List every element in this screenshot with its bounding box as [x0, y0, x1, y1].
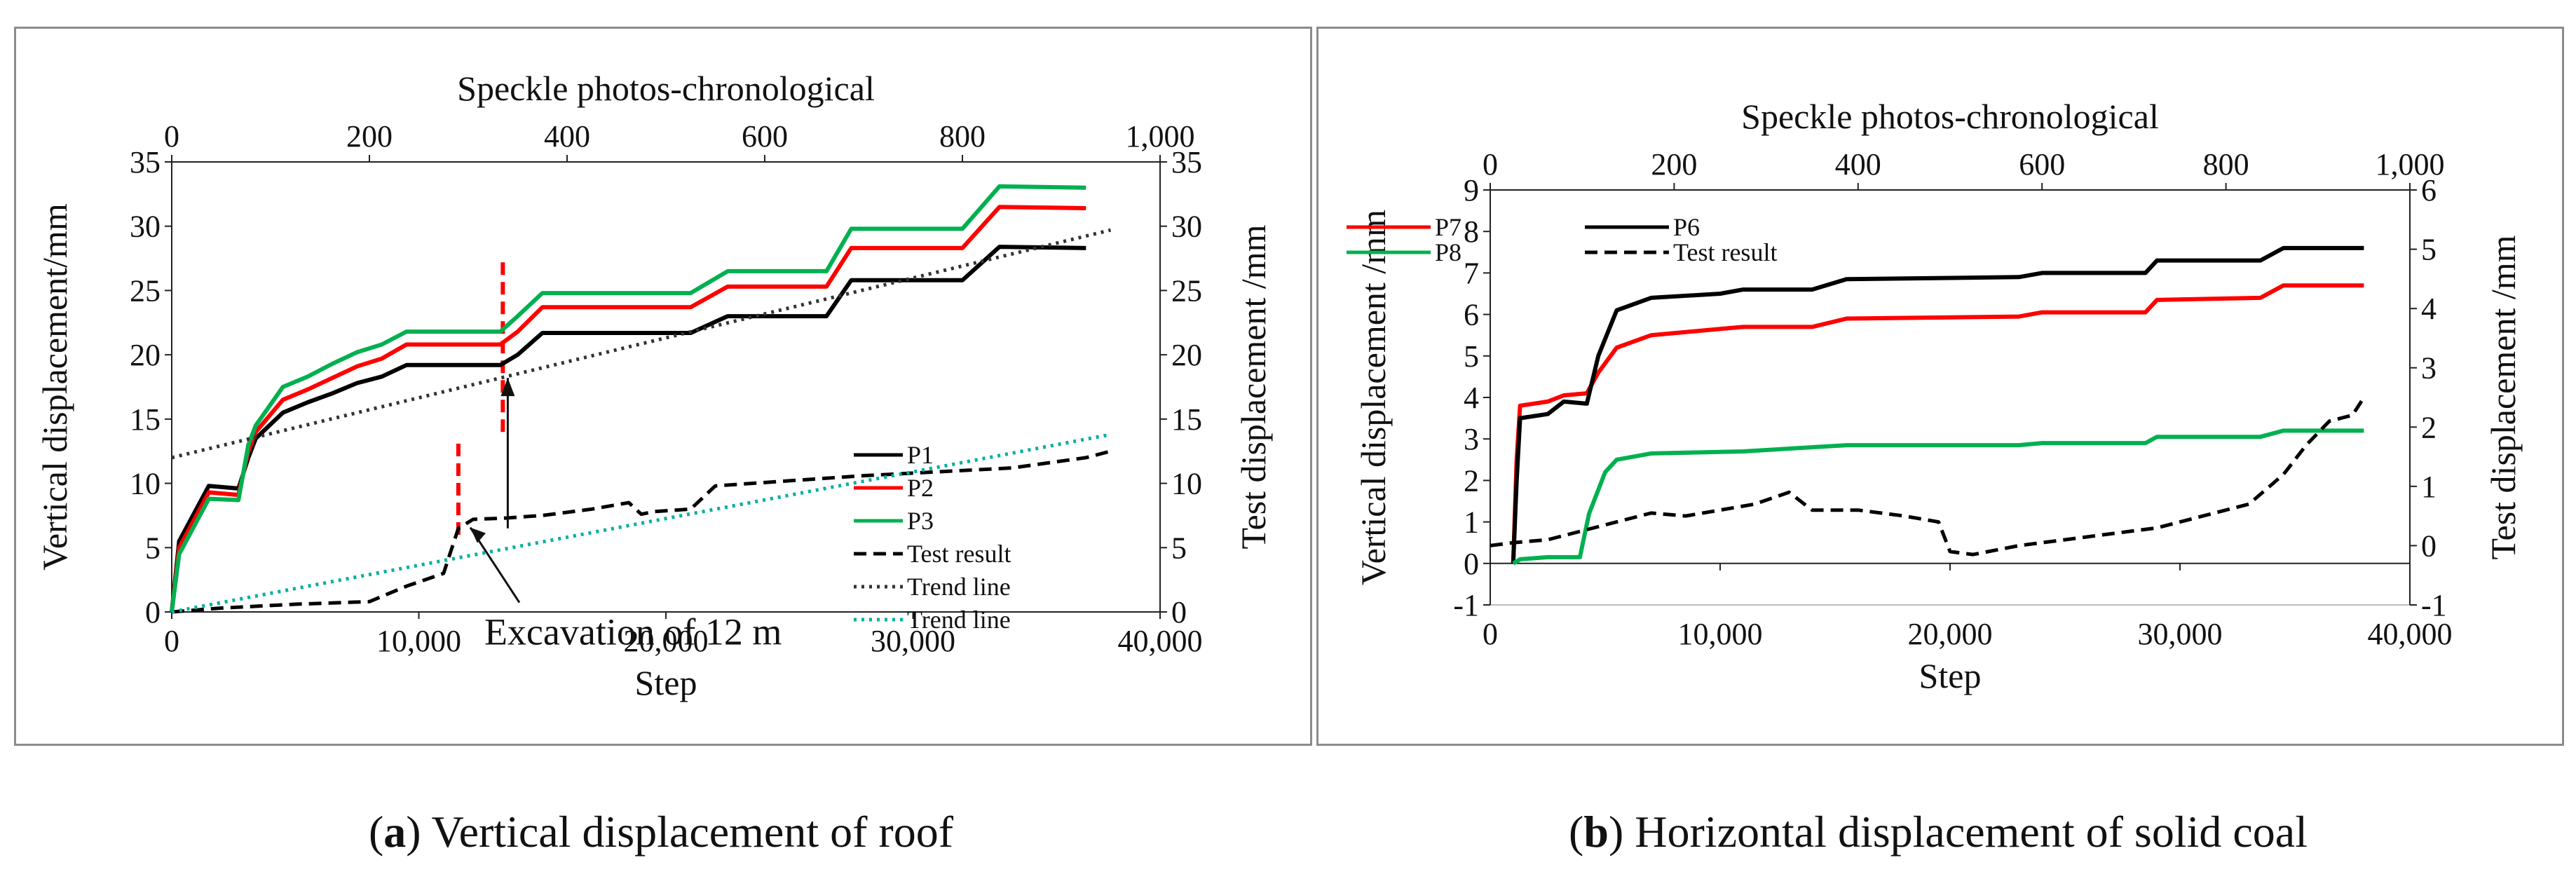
series-line-trend-line-4	[171, 228, 1112, 460]
y2-axis-title: Test displacement /mm	[1234, 224, 1273, 549]
y-tick-label: 8	[1464, 214, 1479, 249]
series-line-p8-2	[1512, 428, 2364, 566]
x-tick-label: 30,000	[2138, 617, 2223, 651]
y2-tick-label: 5	[1171, 531, 1187, 565]
y-tick-label: 1	[1464, 505, 1479, 540]
plot-area	[171, 161, 1161, 613]
y2-tick-label: 0	[2421, 529, 2437, 563]
y2-tick-label: 2	[2421, 410, 2437, 444]
y2-tick-label: 1	[2421, 470, 2437, 504]
caption-a-text: Vertical displacement of roof	[421, 807, 954, 857]
x-axis-title: Step	[635, 663, 697, 702]
x-tick-label: 40,000	[1118, 624, 1203, 658]
x2-tick-label: 800	[939, 119, 986, 154]
caption-b-label: b	[1583, 807, 1609, 857]
y2-axis-title: Test displacement /mm	[2483, 235, 2523, 559]
legend-label: Test result	[1673, 238, 1777, 266]
y-tick-label: 7	[1464, 256, 1479, 290]
y-tick-label: 30	[130, 210, 161, 244]
x-tick-label: 20,000	[624, 624, 709, 658]
x2-tick-label: 0	[1483, 147, 1498, 182]
chart-panel-a: 0 5 10 15 20 25 30 35 0 5 10 15 20 25 30 35 0 10,000 20,00…	[14, 27, 1312, 746]
y2-tick-label: 5	[2421, 233, 2437, 267]
x-tick-label: 30,000	[871, 624, 955, 658]
y-tick-label: -1	[1453, 588, 1479, 622]
x-axis-title: Step	[1919, 656, 1982, 695]
y2-tick-label: 20	[1171, 338, 1202, 372]
y-tick-label: 25	[130, 273, 161, 308]
y-tick-label: 3	[1464, 422, 1479, 456]
x2-tick-label: 400	[544, 119, 590, 154]
y2-tick-label: 4	[2421, 292, 2437, 326]
y-tick-label: 5	[145, 531, 161, 565]
legend-label: P2	[907, 474, 934, 502]
x2-tick-label: 1,000	[1126, 119, 1195, 154]
legend-label: Trend line	[907, 606, 1011, 634]
y2-tick-label: 3	[2421, 351, 2437, 386]
x2-tick-label: 200	[346, 119, 393, 154]
x2-tick-label: 1,000	[2376, 147, 2445, 182]
x2-tick-label: 400	[1835, 147, 1881, 182]
caption-b-text: Horizontal displacement of solid coal	[1623, 807, 2308, 857]
caption-a-label: a	[383, 807, 407, 857]
y2-tick-label: 25	[1171, 273, 1202, 308]
series-line-trend-line-5	[171, 432, 1111, 614]
y-axis-title: Vertical displacement/mm	[35, 203, 74, 571]
y-tick-label: 6	[1464, 298, 1479, 332]
series-line-p6-1	[1511, 245, 2364, 564]
legend-label: P7	[1435, 213, 1461, 241]
y-tick-label: 10	[130, 467, 161, 501]
x2-tick-label: 0	[164, 119, 179, 154]
caption-b: (b) Horizontal displacement of solid coa…	[1569, 807, 2308, 857]
y-axis-title: Vertical displacement /mm	[1354, 210, 1393, 585]
y2-tick-label: 35	[1171, 145, 1202, 179]
legend-label: P3	[907, 507, 934, 535]
y-tick-label: 9	[1464, 173, 1479, 207]
y2-tick-label: 30	[1171, 210, 1202, 244]
y-tick-label: 15	[130, 402, 161, 437]
legend-label: P6	[1673, 213, 1700, 241]
annotation-arrow-head	[470, 527, 486, 543]
legend-label: P8	[1435, 238, 1461, 266]
annotation-text: Excavation of 12 m	[484, 611, 782, 653]
legend-label: Test result	[907, 540, 1011, 568]
x2-tick-label: 200	[1651, 147, 1697, 182]
y2-tick-label: 15	[1171, 402, 1202, 437]
series-line-test-result-3	[1490, 396, 2366, 557]
x-tick-label: 10,000	[376, 624, 461, 658]
y2-tick-label: -1	[2421, 588, 2447, 622]
chart-panel-b: -1 0 1 2 3 4 5 6 7 8 9 -1 0 1 2 3 4 5 6 0 10,000 20,000 30,000…	[1316, 27, 2564, 746]
series-line-p7-0	[1511, 283, 2364, 564]
x-tick-label: 10,000	[1678, 617, 1763, 651]
y-tick-label: 20	[130, 338, 161, 372]
y-tick-label: 5	[1464, 339, 1479, 374]
x2-tick-label: 600	[742, 119, 788, 154]
y-tick-label: 0	[145, 595, 161, 629]
annotation-arrow-up-head	[500, 378, 515, 397]
y-tick-label: 2	[1464, 463, 1479, 498]
x-tick-label: 0	[164, 624, 179, 658]
y2-tick-label: 6	[2421, 173, 2437, 207]
x2-axis-title: Speckle photos-chronological	[457, 69, 875, 108]
series-line-p3-2	[170, 184, 1086, 613]
legend-label: P1	[907, 441, 934, 469]
y-tick-label: 35	[130, 145, 161, 179]
y-tick-label: 0	[1464, 547, 1479, 581]
y2-tick-label: 10	[1171, 467, 1202, 501]
x2-tick-label: 600	[2019, 147, 2065, 182]
x-tick-label: 40,000	[2368, 617, 2453, 651]
legend-label: Trend line	[907, 573, 1011, 601]
x2-tick-label: 800	[2203, 147, 2249, 182]
x-tick-label: 0	[1483, 617, 1498, 651]
x-tick-label: 20,000	[1908, 617, 1993, 651]
y2-tick-label: 0	[1171, 595, 1187, 629]
x2-axis-title: Speckle photos-chronological	[1741, 97, 2159, 136]
caption-a: (a) Vertical displacement of roof	[368, 807, 954, 857]
y-tick-label: 4	[1464, 381, 1479, 415]
